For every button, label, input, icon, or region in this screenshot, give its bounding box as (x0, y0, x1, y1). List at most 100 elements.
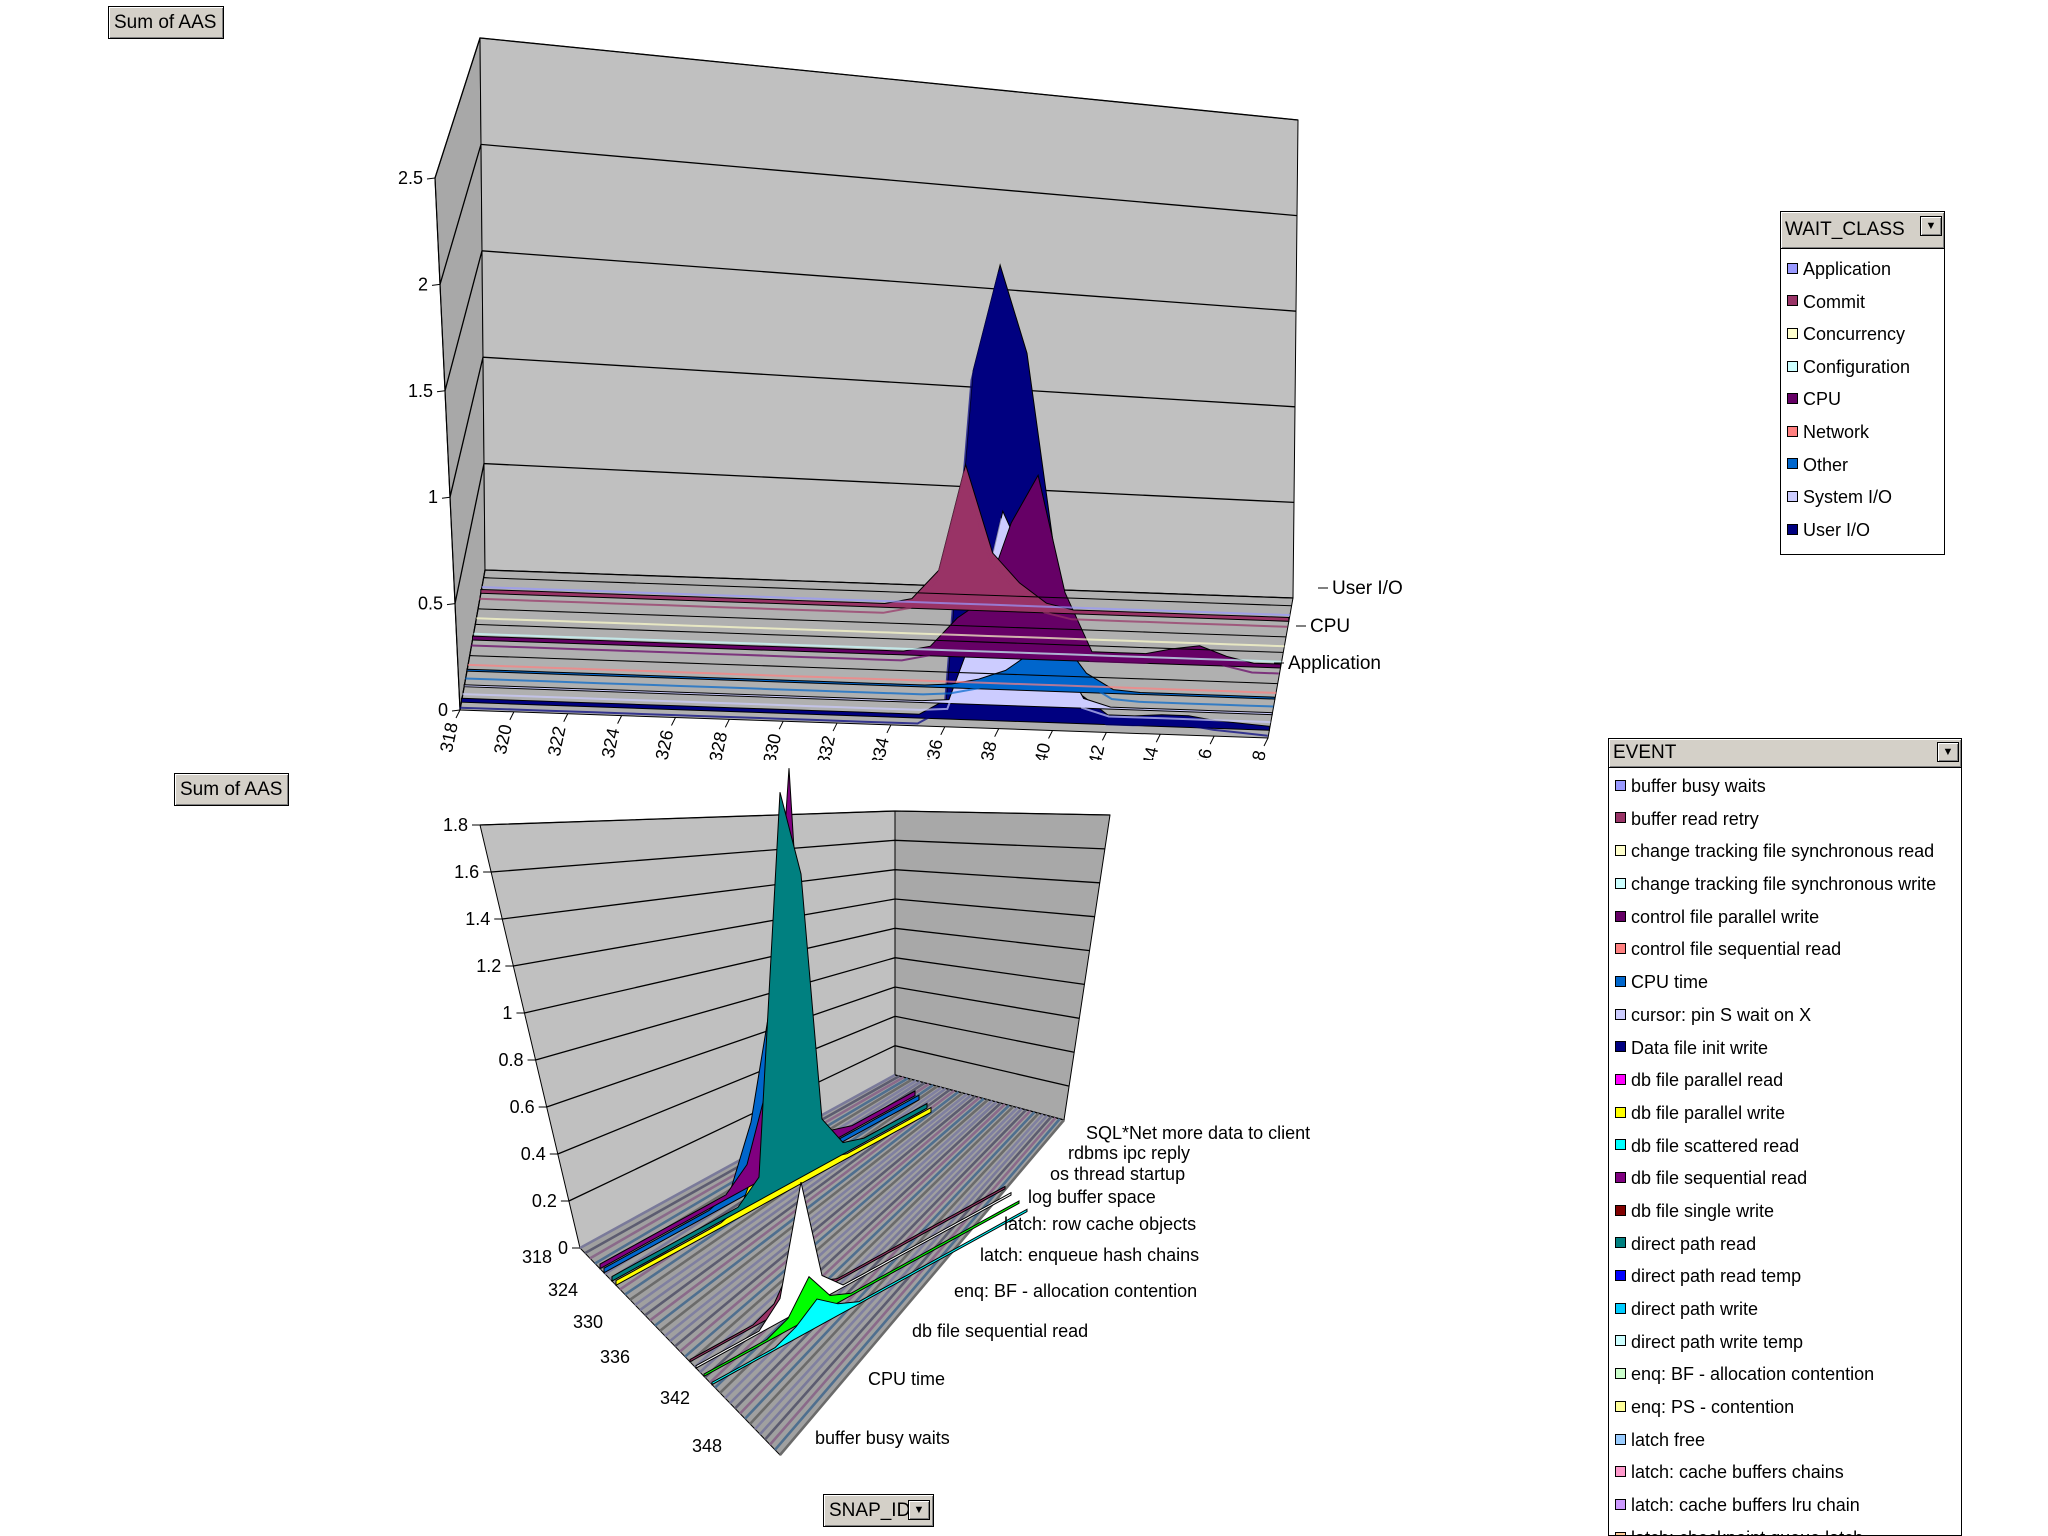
x-tick-label: 344 (1136, 745, 1162, 760)
legend-label: buffer busy waits (1631, 776, 1766, 796)
depth-axis-label: latch: enqueue hash chains (980, 1245, 1199, 1265)
floor-series-strip (604, 1079, 917, 1275)
legend-swatch (1615, 1466, 1626, 1478)
bottom-chart-data-field-button[interactable]: Sum of AAS (174, 773, 289, 806)
legend-swatch (1615, 1498, 1626, 1510)
event-legend-item: direct path write (1615, 1293, 1961, 1326)
floor-series-strip (649, 1089, 955, 1322)
area-series-commit (480, 462, 1290, 622)
legend-label: direct path write temp (1631, 1331, 1804, 1352)
area-series-db-file-scattered-read (711, 1208, 1028, 1386)
y-tick-label: 0.8 (499, 1050, 524, 1070)
event-legend-item: control file sequential read (1615, 933, 1961, 966)
back-wall (479, 37, 1299, 599)
floor-series-strip (674, 1095, 977, 1348)
y-tick-mark (431, 283, 441, 286)
y-tick-mark (441, 496, 451, 499)
x-tick-label: 322 (544, 724, 570, 758)
event-legend-item: db file scattered read (1615, 1130, 1961, 1163)
legend-swatch (1615, 877, 1626, 889)
floor-series-strip (759, 1114, 1049, 1436)
wait-class-legend-item: System I/O (1787, 481, 1944, 514)
area-series-application-edge (481, 586, 1290, 617)
y-tick-mark (426, 177, 436, 180)
y-tick-label: 2.5 (398, 168, 423, 188)
floor-series-strip (584, 1074, 900, 1255)
legend-label: control file parallel write (1631, 906, 1820, 927)
event-legend-item: latch: cache buffers lru chain (1615, 1489, 1961, 1522)
chevron-down-icon[interactable]: ▼ (1920, 216, 1942, 236)
floor-series-strip (714, 1104, 1010, 1389)
x-tick-label: 318 (436, 721, 462, 755)
spacer (478, 810, 895, 1080)
x-tick-mark (1101, 732, 1107, 741)
floor-series-strip (659, 1091, 964, 1332)
event-legend-item: enq: PS - contention (1615, 1391, 1961, 1424)
chevron-down-icon[interactable]: ▼ (1937, 742, 1959, 762)
event-legend-item: buffer read retry (1615, 803, 1961, 836)
y-tick-label: 1.6 (454, 862, 479, 882)
area-series-cpu-edge (470, 481, 1279, 675)
x-tick-label: 324 (548, 1280, 578, 1300)
x-tick-label: 324 (598, 726, 624, 760)
x-tick-mark (994, 728, 1000, 737)
legend-swatch (1615, 1368, 1626, 1380)
legend-label: Commit (1803, 291, 1865, 312)
top-chart-data-field-button[interactable]: Sum of AAS (108, 6, 224, 39)
event-legend-item: db file parallel write (1615, 1097, 1961, 1130)
x-tick-label: 330 (759, 732, 785, 760)
floor-series-strip (599, 1078, 913, 1270)
floor-series-strip (774, 1118, 1061, 1451)
y-tick-label: 0.5 (418, 594, 443, 614)
floor-series-strip (589, 1076, 905, 1260)
legend-swatch (1787, 327, 1798, 339)
event-legend-item: db file parallel read (1615, 1064, 1961, 1097)
depth-axis-label: buffer busy waits (815, 1428, 950, 1448)
floor-series-strip (619, 1082, 930, 1291)
event-field-dropdown[interactable]: EVENT ▼ (1609, 739, 1961, 768)
legend-swatch (1615, 1172, 1626, 1183)
floor-series-strip (654, 1090, 960, 1327)
legend-label: direct path read temp (1631, 1266, 1802, 1287)
legend-swatch (1615, 1302, 1626, 1314)
event-list: buffer busy waits buffer read retry change… (1609, 768, 1961, 1535)
area-series-system-i-o-edge (462, 517, 1271, 724)
floor-series-strip (744, 1111, 1036, 1420)
y-tick-label: 1.8 (443, 815, 468, 835)
event-legend-item: buffer busy waits (1615, 770, 1961, 803)
gridline (444, 250, 1297, 391)
y-tick-label: 0 (558, 1238, 568, 1258)
x-tick-label: 336 (921, 737, 947, 760)
floor-series-strip (644, 1088, 951, 1317)
wait-class-legend-item: Commit (1787, 286, 1944, 319)
gridline (479, 810, 1111, 826)
snap-id-label: SNAP_ID (829, 1500, 911, 1521)
floor (579, 1074, 1065, 1456)
x-tick-mark (509, 711, 515, 721)
y-tick-mark (451, 709, 461, 712)
gridline (535, 957, 1085, 1061)
event-legend-item: CPU time (1615, 966, 1961, 999)
wait-class-field-dropdown[interactable]: WAIT_CLASS ▼ (1781, 212, 1944, 249)
legend-swatch (1615, 975, 1626, 987)
floor-series-strip (769, 1116, 1057, 1446)
wait-class-legend-item: Other (1787, 449, 1944, 482)
gridline (524, 927, 1090, 1014)
gridline (513, 898, 1095, 967)
x-tick-mark (1263, 737, 1269, 747)
floor-series-strip (704, 1102, 1002, 1379)
legend-label: db file scattered read (1631, 1135, 1800, 1156)
legend-swatch (1615, 1270, 1626, 1282)
legend-swatch (1615, 1008, 1626, 1020)
legend-swatch (1787, 393, 1798, 405)
wait-class-title: WAIT_CLASS (1785, 219, 1905, 240)
x-tick-label: 340 (1029, 741, 1055, 760)
depth-axis-label: enq: BF - allocation contention (954, 1281, 1197, 1301)
chevron-down-icon[interactable]: ▼ (908, 1500, 930, 1520)
legend-swatch (1787, 425, 1798, 437)
floor-series-strip (579, 1073, 896, 1250)
floor-series-strip (689, 1098, 989, 1363)
wait-class-legend-item: Configuration (1787, 351, 1944, 384)
snap-id-field-dropdown[interactable]: SNAP_ID ▼ (823, 1494, 934, 1527)
x-tick-label: 318 (522, 1247, 552, 1267)
